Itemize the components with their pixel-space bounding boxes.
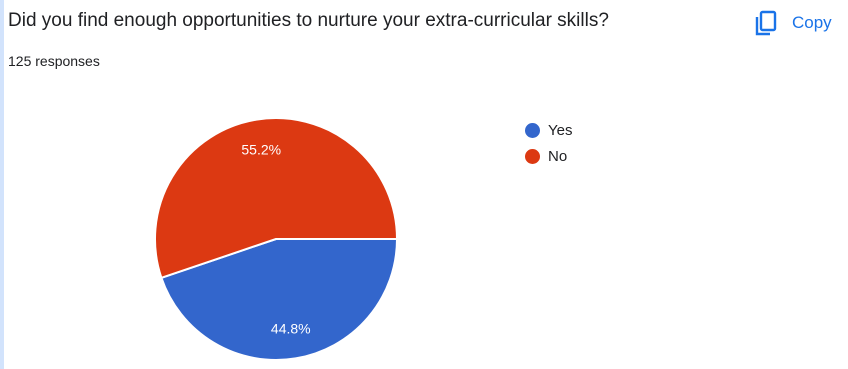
pie-slice-yes[interactable] xyxy=(160,238,399,361)
left-accent-bar xyxy=(0,0,4,369)
pie-slice-no[interactable] xyxy=(154,117,399,280)
chart-legend: Yes No xyxy=(525,117,572,169)
pie-label-no: 55.2% xyxy=(241,141,281,157)
pie-label-yes: 44.8% xyxy=(271,321,311,337)
copy-label: Copy xyxy=(792,13,832,32)
copy-button[interactable]: Copy xyxy=(754,6,844,40)
copy-icon xyxy=(755,10,777,36)
question-title: Did you find enough opportunities to nur… xyxy=(8,10,609,31)
legend-swatch-yes xyxy=(525,122,540,138)
legend-label-no: No xyxy=(548,147,568,165)
legend-swatch-no xyxy=(525,148,540,164)
legend-item-yes[interactable]: Yes xyxy=(525,117,572,143)
legend-label-yes: Yes xyxy=(548,121,573,139)
response-count: 125 responses xyxy=(8,53,100,69)
legend-item-no[interactable]: No xyxy=(525,143,572,169)
